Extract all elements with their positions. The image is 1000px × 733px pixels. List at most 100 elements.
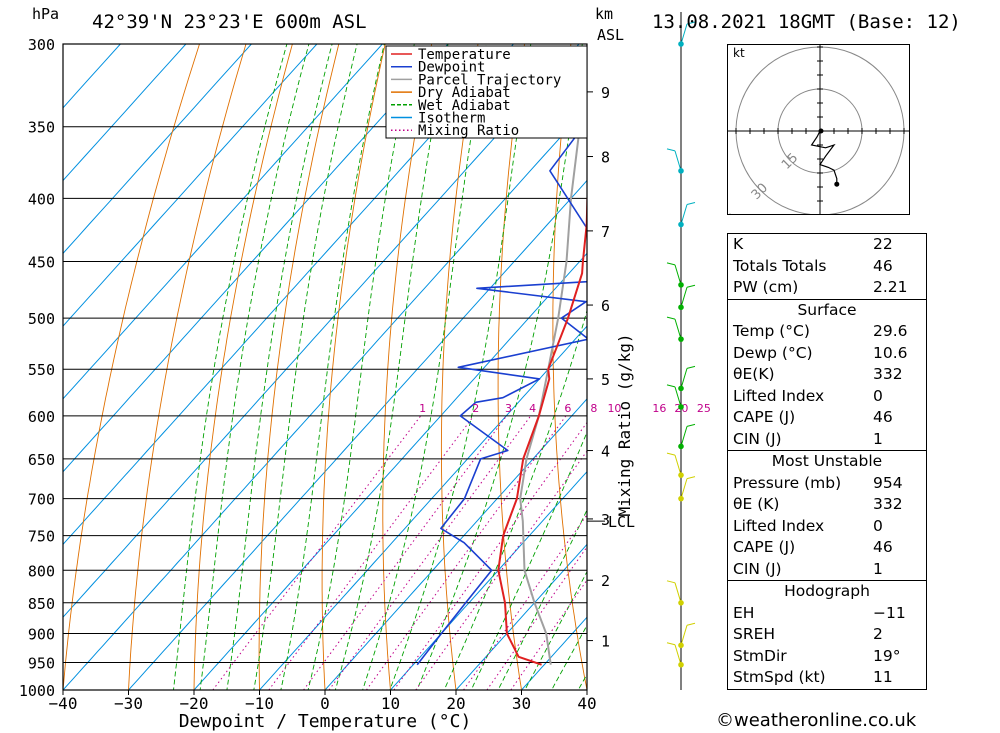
x-tick-label: 40 [577, 694, 596, 713]
table-row: Temp (°C) 29.6 [728, 321, 926, 343]
isotherm-line [455, 543, 587, 690]
wet-adiabat-line [226, 44, 333, 690]
mixing-ratio-label: 6 [564, 402, 571, 415]
dry-adiabat-line [321, 44, 386, 690]
wind-barb [680, 23, 688, 45]
indices-table: K 22 Totals Totals 46 PW (cm) 2.21 [727, 233, 927, 299]
mixing-ratio-label: 16 [652, 402, 666, 415]
wind-barb [674, 386, 682, 408]
isotherm-line [63, 44, 122, 109]
isotherm-line [127, 179, 587, 690]
wet-adiabat-line [199, 44, 310, 690]
hodograph-ring-label: 45 [728, 211, 741, 214]
wind-barb [674, 318, 682, 340]
dry-adiabat-line [985, 7, 1000, 716]
table-row: Totals Totals 46 [728, 256, 926, 278]
mixing-ratio-line [393, 421, 587, 690]
row-label: CAPE (J) [733, 408, 796, 426]
mixing-ratio-line [415, 450, 587, 690]
wet-adiabat-line [362, 44, 487, 690]
isotherm-line [389, 470, 587, 690]
x-axis-label: Dewpoint / Temperature (°C) [179, 711, 472, 732]
x-tick-label: −40 [49, 694, 78, 713]
table-title: Hodograph [784, 582, 870, 600]
dry-adiabat-line [193, 44, 293, 690]
row-label: SREH [733, 625, 776, 643]
pressure-tick-label: 900 [28, 625, 55, 643]
wind-barb [674, 454, 682, 476]
row-label: Dewp (°C) [733, 343, 813, 362]
isotherm-line [63, 44, 580, 618]
mixing-ratio-label: 4 [529, 402, 536, 415]
km-tick-label: 7 [601, 223, 610, 241]
km-tick-label: 3 [601, 511, 610, 529]
wet-adiabat-line [253, 44, 358, 690]
pressure-tick-label: 350 [28, 119, 55, 137]
mixing-ratio-label: 3 [505, 402, 512, 415]
wind-barb [674, 150, 682, 171]
x-tick-label: −30 [114, 694, 143, 713]
isotherm-line [193, 252, 587, 690]
legend-entry: Temperature [418, 47, 511, 63]
wind-barb-flag [666, 148, 676, 152]
wind-barb [680, 426, 688, 447]
wind-barb-flag [666, 452, 676, 456]
wind-dot [678, 336, 684, 342]
row-value: 29.6 [873, 322, 908, 340]
table-row: θE(K) 332 [728, 364, 926, 386]
wet-adiabat-line [389, 44, 532, 690]
pressure-tick-label: 950 [28, 654, 55, 672]
wet-adiabat-line [443, 309, 587, 690]
mixing-ratio-line [303, 415, 507, 690]
table-row: CAPE (J) 46 [728, 407, 926, 429]
pressure-tick-label: 500 [28, 310, 55, 328]
wind-barb [680, 287, 688, 308]
dry-adiabat-line [63, 44, 200, 690]
pressure-tick-label: 650 [28, 451, 55, 469]
wind-dot [678, 282, 684, 288]
table-row: K 22 [728, 234, 926, 256]
x-tick-label: 20 [446, 694, 465, 713]
wet-adiabat-line [524, 570, 587, 690]
row-value: 22 [873, 235, 893, 253]
pressure-tick-label: 450 [28, 254, 55, 272]
dewpoint-line [416, 105, 587, 666]
asl-unit-label: ASL [597, 26, 625, 44]
pressure-tick-label: 750 [28, 528, 55, 546]
mixing-ratio-label: 8 [590, 402, 597, 415]
row-value: 2 [873, 625, 883, 643]
wind-barb-flag [686, 284, 696, 288]
legend-entry: Parcel Trajectory [418, 72, 561, 88]
km-tick-label: 6 [601, 297, 610, 315]
isotherm-line [63, 107, 587, 690]
wind-barb [680, 478, 688, 499]
table-row: CAPE (J) 46 [728, 537, 926, 559]
hpa-unit-label: hPa [32, 5, 60, 23]
table-row: SREH 2 [728, 624, 926, 646]
wind-barb-flag [666, 642, 676, 646]
row-label: PW (cm) [733, 278, 799, 296]
wind-barb [680, 368, 688, 389]
km-tick-label: 9 [601, 84, 610, 102]
wet-adiabat-line [497, 508, 587, 690]
isotherm-line [63, 44, 253, 255]
wet-adiabat-line [334, 44, 449, 690]
hodograph-unit-label: kt [733, 46, 745, 60]
pressure-tick-label: 300 [28, 36, 55, 54]
wind-barb-flag [686, 21, 696, 25]
parcel-trajectory-line [519, 71, 587, 665]
table-title: Most Unstable [771, 452, 883, 470]
row-label: CIN (J) [733, 429, 782, 448]
mixing-ratio-label: 10 [607, 402, 621, 415]
row-label: Totals Totals [733, 256, 827, 275]
stats-tables: K 22 Totals Totals 46 PW (cm) 2.21 Surface Tem… [727, 233, 927, 690]
dry-adiabat-line [258, 44, 340, 690]
wind-barb-flag [666, 316, 676, 320]
most-unstable-table: Most Unstable Pressure (mb) 954 θE (K) 332 Li… [727, 450, 927, 580]
credit-link[interactable]: ©weatheronline.co.uk [716, 710, 917, 731]
table-row: Dewp (°C) 10.6 [728, 343, 926, 365]
wind-barb-flag [666, 262, 676, 266]
datetime-title: 13.08.2021 18GMT (Base: 12) [652, 11, 961, 33]
table-row: CIN (J) 1 [728, 429, 926, 451]
legend-entry: Dewpoint [418, 60, 485, 76]
